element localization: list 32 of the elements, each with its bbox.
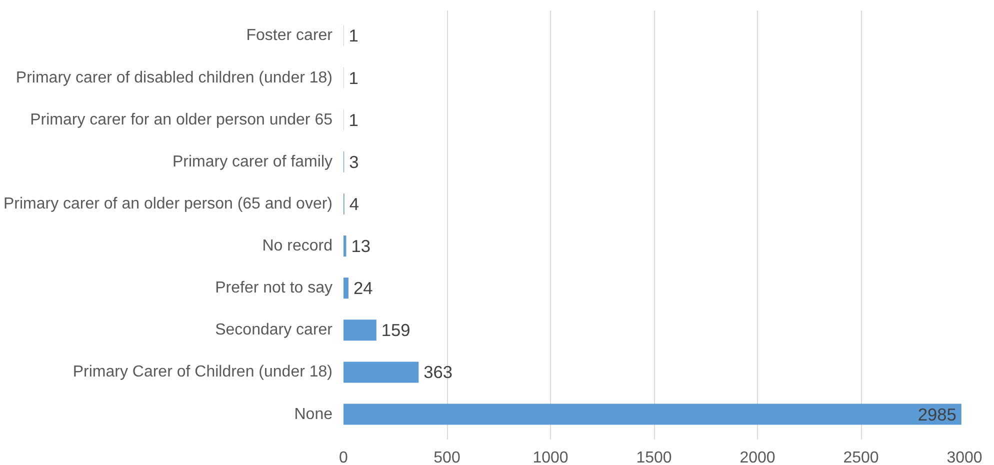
data-label: 363 [424,362,453,382]
data-label: 2985 [918,404,956,424]
y-tick-label: Primary carer of family [172,153,333,170]
x-tick-label: 500 [434,450,460,465]
y-tick-label: Prefer not to say [215,280,332,297]
y-tick-label: Primary Carer of Children (under 18) [72,364,333,381]
y-tick-label: Primary carer for an older person under 65 [30,111,333,128]
y-tick-label: Secondary carer [215,322,334,339]
y-tick-label: None [294,406,333,423]
x-tick-label: 0 [339,450,348,465]
data-label: 1 [348,110,358,130]
data-label: 3 [349,152,359,172]
bar [344,404,962,425]
bar [344,278,348,299]
data-label: 13 [351,236,370,256]
data-label: 1 [348,68,358,88]
y-tick-label: Primary carer of disabled children (under 18) [16,69,333,86]
bar [344,320,376,341]
x-tick-label: 1500 [636,450,672,465]
data-label: 1 [348,26,358,46]
x-tick-label: 3000 [946,450,982,465]
data-label: 4 [349,194,360,214]
data-label: 24 [353,278,374,298]
y-tick-label: Primary carer of an older person (65 and over) [3,195,333,212]
data-label: 159 [381,320,410,340]
y-tick-label: No record [262,238,332,255]
x-tick-label: 2500 [843,450,879,465]
x-tick-label: 1000 [532,450,568,465]
x-tick-label: 2000 [740,450,776,465]
bar [344,236,346,257]
y-tick-label: Foster carer [246,27,334,44]
bar [344,362,419,383]
